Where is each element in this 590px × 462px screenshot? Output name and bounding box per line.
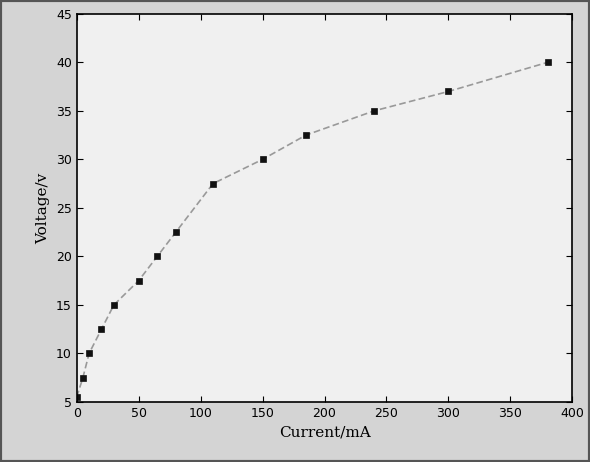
X-axis label: Current/mA: Current/mA: [278, 426, 371, 439]
Y-axis label: Voltage/v: Voltage/v: [37, 172, 50, 243]
